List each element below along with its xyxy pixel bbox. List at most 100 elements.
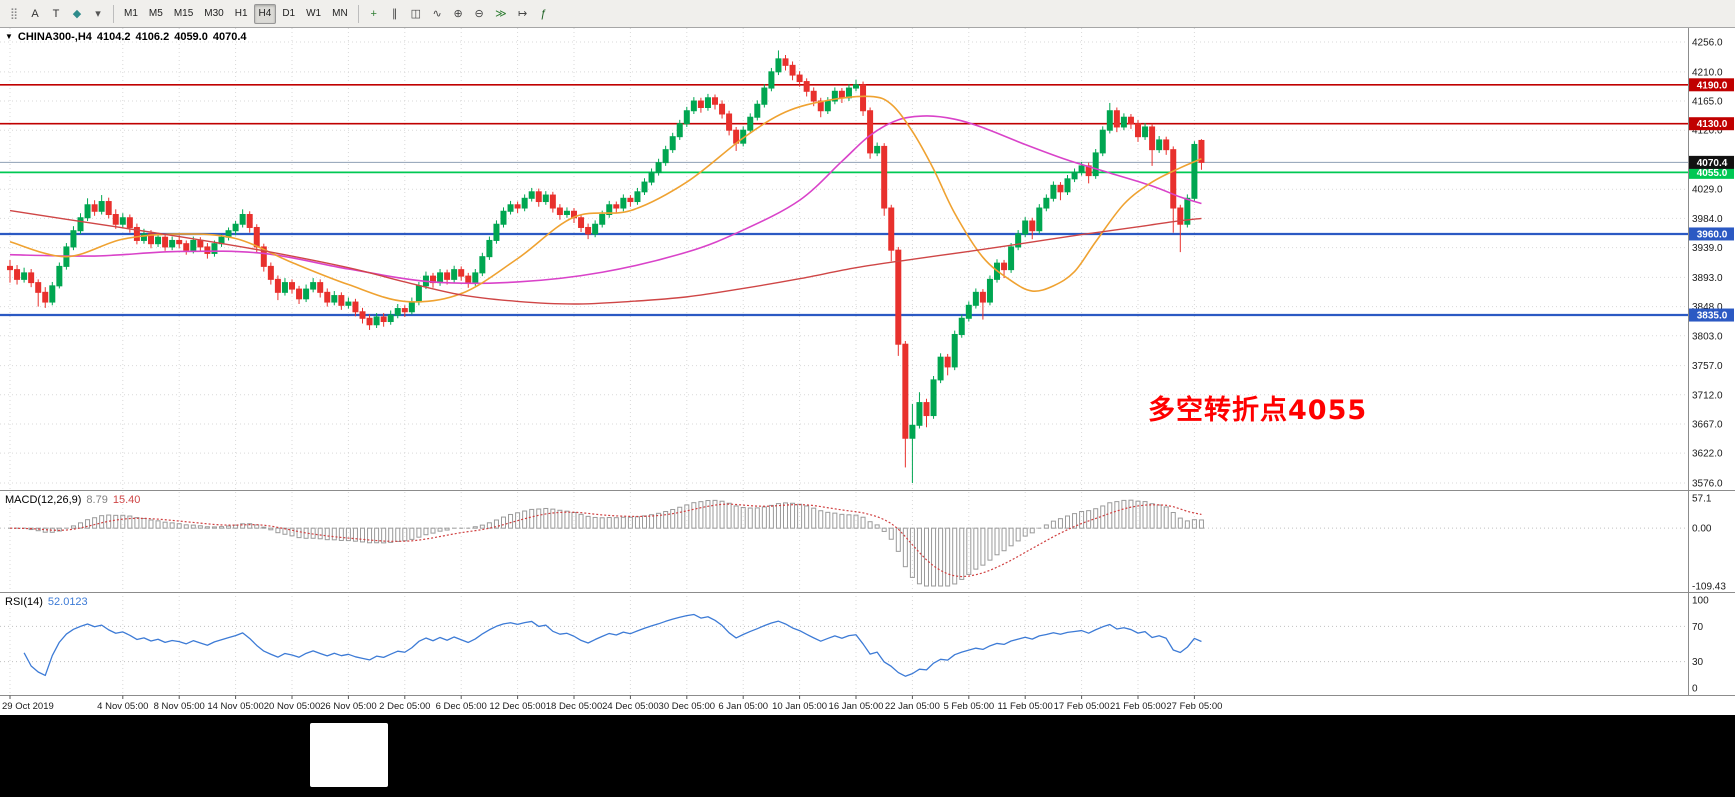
svg-text:0: 0: [1692, 684, 1698, 695]
svg-text:11 Feb 05:00: 11 Feb 05:00: [998, 701, 1053, 712]
ohlc-open: 4104.2: [96, 31, 131, 43]
price-axis[interactable]: [1689, 28, 1735, 695]
svg-text:12 Dec 05:00: 12 Dec 05:00: [489, 701, 546, 712]
chart-area[interactable]: 4256.0 4210.0 4165.0 4120.0 4029.0 3984.0 3939…: [0, 28, 1735, 715]
svg-text:30: 30: [1692, 657, 1704, 668]
new-order-icon[interactable]: +: [370, 7, 377, 20]
svg-text:2 Dec 05:00: 2 Dec 05:00: [379, 701, 430, 712]
svg-text:3803.0: 3803.0: [1692, 331, 1723, 342]
ohlc-close: 4070.4: [212, 31, 247, 43]
toolbar-separator: [357, 4, 359, 23]
shapes-tool[interactable]: ◆: [72, 8, 82, 20]
shapes-tool-caret[interactable]: ▾: [95, 8, 101, 20]
time-axis[interactable]: [0, 696, 1735, 715]
svg-text:29 Oct 2019: 29 Oct 2019: [2, 701, 54, 712]
MA-mid-magenta: [9, 115, 1202, 285]
chart-candles-icon[interactable]: ◫: [410, 8, 422, 20]
macd-signal-value: 15.40: [112, 494, 141, 506]
svg-text:17 Feb 05:00: 17 Feb 05:00: [1054, 701, 1110, 712]
timeframe-D1[interactable]: D1: [282, 8, 296, 19]
svg-text:4130.0: 4130.0: [1697, 119, 1728, 130]
timeframe-M30[interactable]: M30: [204, 8, 224, 19]
symbol-title: CHINA300-,H4: [17, 31, 92, 43]
svg-text:3757.0: 3757.0: [1692, 361, 1723, 372]
MA-slow-red: [9, 209, 1202, 305]
taskbar-item[interactable]: [310, 723, 388, 787]
zoom-in-icon[interactable]: ⊕: [453, 8, 463, 20]
svg-text:16 Jan 05:00: 16 Jan 05:00: [829, 701, 884, 712]
chart-shift-icon[interactable]: ↦: [517, 8, 528, 20]
symbol-dropdown-icon[interactable]: ▼: [5, 32, 13, 41]
svg-text:6 Jan 05:00: 6 Jan 05:00: [718, 701, 768, 712]
svg-text:21 Feb 05:00: 21 Feb 05:00: [1110, 701, 1166, 712]
svg-text:3984.0: 3984.0: [1692, 214, 1723, 225]
macd-main-value: 8.79: [86, 494, 108, 506]
svg-text:8 Nov 05:00: 8 Nov 05:00: [154, 701, 205, 712]
svg-text:3576.0: 3576.0: [1692, 479, 1723, 490]
timeframe-H1[interactable]: H1: [234, 8, 248, 19]
svg-text:3939.0: 3939.0: [1692, 243, 1723, 254]
timeframe-W1[interactable]: W1: [306, 8, 322, 19]
auto-scroll-icon[interactable]: ≫: [495, 8, 507, 20]
svg-text:26 Nov 05:00: 26 Nov 05:00: [320, 701, 377, 712]
timeframe-M1[interactable]: M1: [124, 8, 138, 19]
timeframe-M5[interactable]: M5: [148, 8, 163, 19]
svg-text:-109.43: -109.43: [1692, 582, 1726, 593]
zoom-out-icon[interactable]: ⊖: [474, 8, 484, 20]
macd-indicator-label: MACD(12,26,9) 8.79 15.40: [5, 494, 140, 506]
svg-text:3667.0: 3667.0: [1692, 419, 1723, 430]
chart-text-annotation[interactable]: 多空转折点4055: [1148, 395, 1368, 426]
toolbar-left-tools: ⣿ A T ◆ ▾: [4, 4, 108, 24]
svg-text:0.00: 0.00: [1692, 524, 1712, 535]
svg-text:30 Dec 05:00: 30 Dec 05:00: [659, 701, 716, 712]
ohlc-low: 4059.0: [174, 31, 208, 43]
svg-text:6 Dec 05:00: 6 Dec 05:00: [436, 701, 487, 712]
timeframe-MN[interactable]: MN: [332, 8, 348, 19]
svg-text:57.1: 57.1: [1692, 494, 1712, 505]
svg-text:10 Jan 05:00: 10 Jan 05:00: [772, 701, 827, 712]
svg-text:4070.4: 4070.4: [1697, 158, 1728, 169]
toolbar-grip-icon[interactable]: ⣿: [9, 8, 19, 20]
timeframe-M15[interactable]: M15: [173, 8, 194, 19]
svg-text:70: 70: [1692, 622, 1704, 633]
MA-fast-orange: [9, 95, 1202, 303]
indicators-icon[interactable]: ƒ: [540, 7, 547, 20]
svg-text:4190.0: 4190.0: [1697, 80, 1728, 91]
svg-text:24 Dec 05:00: 24 Dec 05:00: [602, 701, 659, 712]
svg-text:3835.0: 3835.0: [1697, 311, 1728, 322]
svg-text:4256.0: 4256.0: [1692, 38, 1723, 49]
symbol-info[interactable]: ▼ CHINA300-,H4 4104.2 4106.2 4059.0 4070.4: [5, 31, 252, 43]
svg-text:4210.0: 4210.0: [1692, 67, 1723, 78]
svg-text:27 Feb 05:00: 27 Feb 05:00: [1166, 701, 1222, 712]
svg-text:18 Dec 05:00: 18 Dec 05:00: [546, 701, 603, 712]
svg-text:3712.0: 3712.0: [1692, 390, 1723, 401]
text-tool[interactable]: T: [52, 7, 60, 20]
svg-text:3960.0: 3960.0: [1697, 229, 1728, 240]
svg-text:3622.0: 3622.0: [1692, 449, 1723, 460]
rsi-name: RSI(14): [5, 596, 43, 608]
toolbar-separator: [113, 4, 114, 23]
chart-canvas[interactable]: 4256.0 4210.0 4165.0 4120.0 4029.0 3984.0 3939…: [0, 28, 1735, 715]
svg-text:4055.0: 4055.0: [1697, 168, 1728, 179]
rsi-indicator-label: RSI(14) 52.0123: [5, 596, 88, 608]
svg-text:4029.0: 4029.0: [1692, 185, 1723, 196]
svg-text:22 Jan 05:00: 22 Jan 05:00: [885, 701, 940, 712]
rsi-value: 52.0123: [47, 596, 88, 608]
taskbar: [0, 715, 1735, 797]
ohlc-high: 4106.2: [135, 31, 170, 43]
timeframe-buttons: M1 M5 M15 M30 H1 H4 D1 W1 MN: [119, 3, 353, 24]
svg-text:3848.0: 3848.0: [1692, 302, 1723, 313]
toolbar-right-tools: + ∥ ◫ ∿ ⊕ ⊖ ≫ ↦ ƒ: [364, 4, 554, 24]
label-tool[interactable]: A: [31, 7, 39, 20]
chart-bars-icon[interactable]: ∥: [391, 8, 398, 20]
svg-text:100: 100: [1692, 596, 1709, 607]
svg-text:4120.0: 4120.0: [1692, 126, 1723, 137]
chart-line-icon[interactable]: ∿: [432, 8, 442, 20]
timeframe-H4[interactable]: H4: [253, 3, 277, 24]
svg-text:5 Feb 05:00: 5 Feb 05:00: [943, 701, 994, 712]
svg-text:20 Nov 05:00: 20 Nov 05:00: [264, 701, 321, 712]
svg-text:3893.0: 3893.0: [1692, 273, 1723, 284]
macd-name: MACD(12,26,9): [5, 494, 82, 506]
toolbar: ⣿ A T ◆ ▾ M1 M5 M15 M30 H1 H4 D1 W1 MN + ∥ ◫ ∿ ⊕ ⊖ ≫ ↦ ƒ: [0, 0, 1735, 28]
